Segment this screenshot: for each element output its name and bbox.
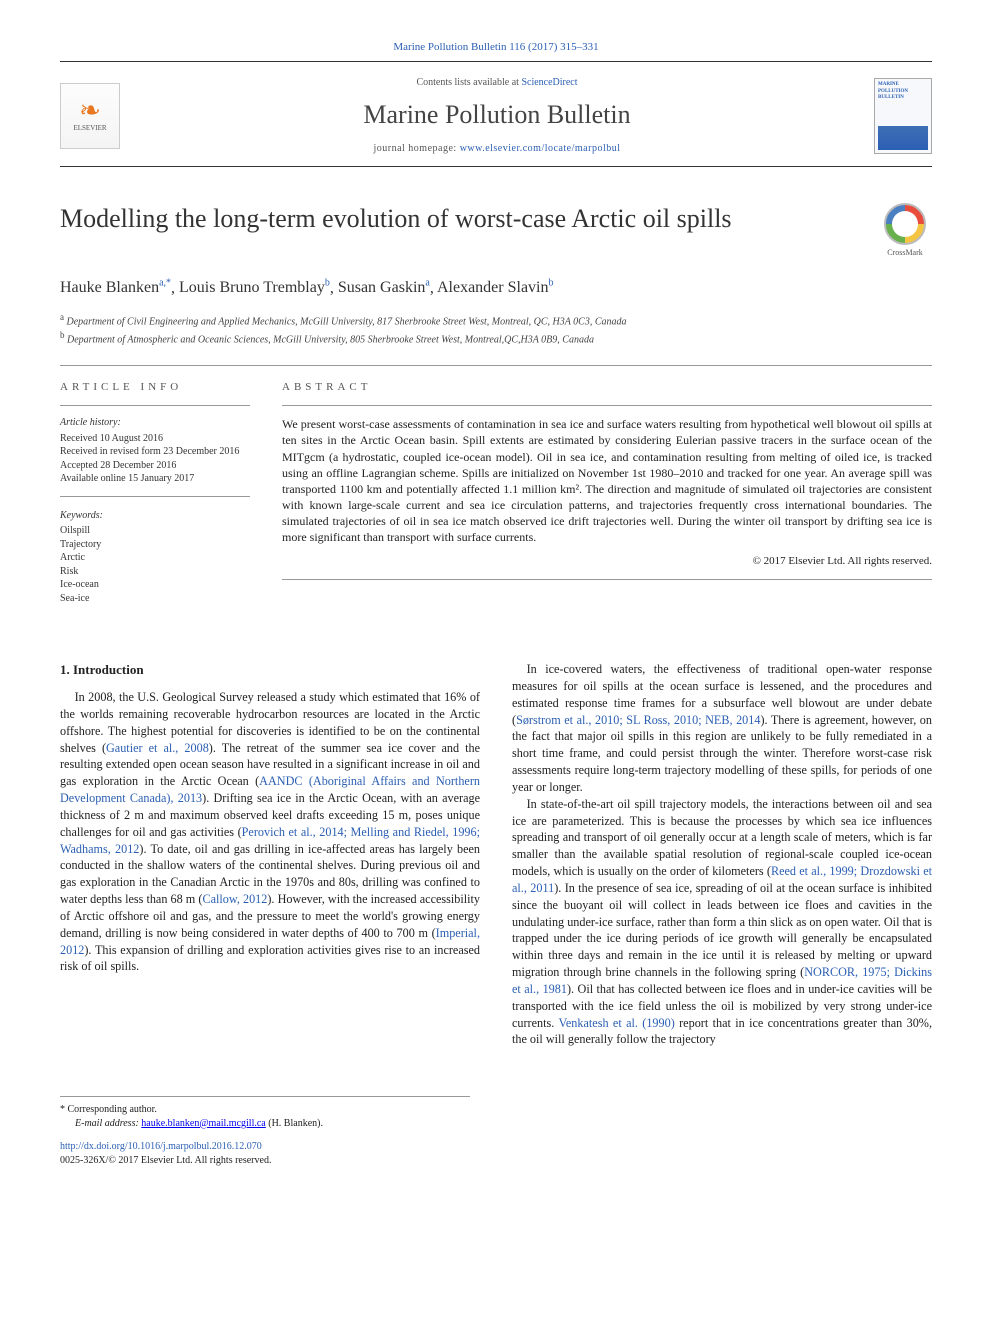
- abstract-body: We present worst-case assessments of con…: [282, 416, 932, 546]
- corr-author: * Corresponding author.: [60, 1103, 470, 1117]
- author-affil-link[interactable]: a,*: [159, 278, 171, 289]
- corresponding-footnote: * Corresponding author. E-mail address: …: [60, 1096, 470, 1130]
- affiliation: a Department of Civil Engineering and Ap…: [60, 311, 932, 329]
- issn-copyright: 0025-326X/© 2017 Elsevier Ltd. All right…: [60, 1155, 271, 1166]
- elsevier-tree-icon: ❧: [79, 98, 101, 124]
- journal-cover-thumb: MARINE POLLUTION BULLETIN: [874, 78, 932, 154]
- elsevier-logo: ❧ ELSEVIER: [60, 83, 120, 149]
- crossmark[interactable]: CrossMark: [878, 203, 932, 259]
- intro-paragraph-1: In 2008, the U.S. Geological Survey rele…: [60, 689, 480, 975]
- contents-prefix: Contents lists available at: [416, 77, 521, 88]
- history-item: Received 10 August 2016: [60, 432, 250, 446]
- history-item: Available online 15 January 2017: [60, 472, 250, 486]
- email-suffix: (H. Blanken).: [266, 1118, 323, 1129]
- intro-paragraph-2: In ice-covered waters, the effectiveness…: [512, 661, 932, 796]
- author: Louis Bruno Tremblayb: [179, 279, 330, 296]
- affiliations: a Department of Civil Engineering and Ap…: [60, 311, 932, 348]
- reference-link[interactable]: AANDC (Aboriginal Affairs and Northern D…: [60, 774, 480, 805]
- journal-header: ❧ ELSEVIER Contents lists available at S…: [60, 61, 932, 167]
- history-list: Received 10 August 2016Received in revis…: [60, 432, 250, 486]
- author-affil-link[interactable]: a: [425, 278, 429, 289]
- keywords-list: OilspillTrajectoryArcticRiskIce-oceanSea…: [60, 524, 250, 605]
- reference-link[interactable]: Imperial, 2012: [60, 926, 480, 957]
- keyword: Oilspill: [60, 524, 250, 538]
- reference-link[interactable]: NORCOR, 1975; Dickins et al., 1981: [512, 965, 932, 996]
- article-title: Modelling the long-term evolution of wor…: [60, 203, 858, 234]
- email-label: E-mail address:: [75, 1118, 141, 1129]
- keyword: Sea-ice: [60, 592, 250, 606]
- reference-link[interactable]: Reed et al., 1999; Drozdowski et al., 20…: [512, 864, 932, 895]
- page-footer: http://dx.doi.org/10.1016/j.marpolbul.20…: [60, 1140, 932, 1167]
- keyword: Arctic: [60, 551, 250, 565]
- homepage-line: journal homepage: www.elsevier.com/locat…: [136, 142, 858, 156]
- reference-link[interactable]: Callow, 2012: [202, 892, 267, 906]
- abstract: abstract We present worst-case assessmen…: [282, 380, 932, 605]
- author-affil-link[interactable]: b: [549, 278, 554, 289]
- info-heading: article info: [60, 380, 250, 395]
- body-column-right: In ice-covered waters, the effectiveness…: [512, 661, 932, 1048]
- reference-link[interactable]: Venkatesh et al. (1990): [558, 1016, 674, 1030]
- authors: Hauke Blankena,*, Louis Bruno Tremblayb,…: [60, 277, 932, 299]
- keywords-heading: Keywords:: [60, 509, 250, 523]
- citation: Marine Pollution Bulletin 116 (2017) 315…: [60, 40, 932, 55]
- reference-link[interactable]: Sørstrom et al., 2010; SL Ross, 2010; NE…: [516, 713, 760, 727]
- author: Susan Gaskina: [338, 279, 430, 296]
- keyword: Ice-ocean: [60, 578, 250, 592]
- homepage-prefix: journal homepage:: [373, 143, 459, 154]
- elsevier-label: ELSEVIER: [73, 124, 106, 133]
- section-heading: 1. Introduction: [60, 661, 480, 679]
- journal-name: Marine Pollution Bulletin: [136, 97, 858, 132]
- abstract-copyright: © 2017 Elsevier Ltd. All rights reserved…: [282, 554, 932, 569]
- crossmark-label: CrossMark: [887, 248, 923, 257]
- reference-link[interactable]: Perovich et al., 2014; Melling and Riede…: [60, 825, 480, 856]
- history-item: Accepted 28 December 2016: [60, 459, 250, 473]
- journal-homepage-link[interactable]: www.elsevier.com/locate/marpolbul: [460, 143, 621, 154]
- author: Hauke Blankena,*: [60, 279, 171, 296]
- affiliation: b Department of Atmospheric and Oceanic …: [60, 329, 932, 347]
- body-column-left: 1. Introduction In 2008, the U.S. Geolog…: [60, 661, 480, 1048]
- author-affil-link[interactable]: b: [325, 278, 330, 289]
- crossmark-icon: [884, 203, 926, 245]
- author: Alexander Slavinb: [437, 279, 554, 296]
- reference-link[interactable]: Gautier et al., 2008: [106, 741, 209, 755]
- intro-paragraph-3: In state-of-the-art oil spill trajectory…: [512, 796, 932, 1048]
- keyword: Risk: [60, 565, 250, 579]
- corr-email-link[interactable]: hauke.blanken@mail.mcgill.ca: [141, 1118, 265, 1129]
- contents-line: Contents lists available at ScienceDirec…: [136, 76, 858, 90]
- keyword: Trajectory: [60, 538, 250, 552]
- article-info: article info Article history: Received 1…: [60, 380, 250, 605]
- history-item: Received in revised form 23 December 201…: [60, 445, 250, 459]
- sciencedirect-link[interactable]: ScienceDirect: [521, 77, 577, 88]
- abstract-heading: abstract: [282, 380, 932, 395]
- cover-label: MARINE POLLUTION BULLETIN: [878, 82, 928, 102]
- history-heading: Article history:: [60, 416, 250, 430]
- doi-link[interactable]: http://dx.doi.org/10.1016/j.marpolbul.20…: [60, 1141, 262, 1152]
